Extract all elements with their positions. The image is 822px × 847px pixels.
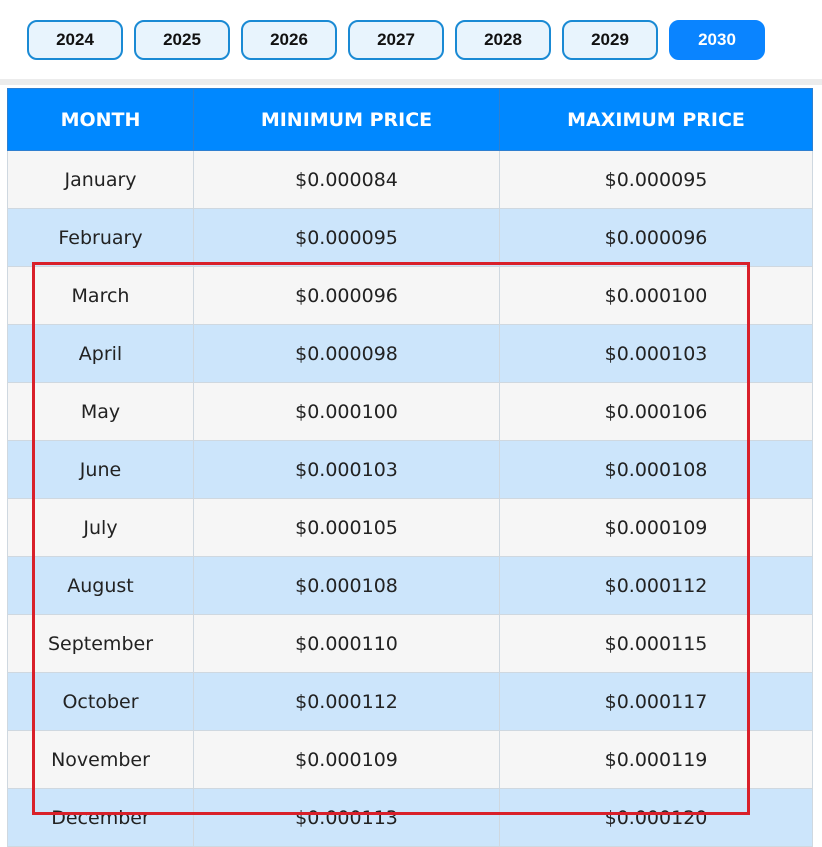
year-tab[interactable]: 2026 — [241, 20, 337, 60]
price-cell: $0.000100 — [499, 266, 813, 325]
header-row: MONTH MINIMUM PRICE MAXIMUM PRICE — [7, 88, 813, 151]
month-cell: June — [7, 440, 194, 499]
column-header: MAXIMUM PRICE — [499, 88, 813, 151]
month-cell: May — [7, 382, 194, 441]
price-cell: $0.000119 — [499, 730, 813, 789]
table-row: December $0.000113 $0.000120 — [7, 788, 813, 847]
price-cell: $0.000112 — [193, 672, 500, 731]
month-cell: January — [7, 150, 194, 209]
year-tab[interactable]: 2027 — [348, 20, 444, 60]
price-cell: $0.000098 — [193, 324, 500, 383]
price-cell: $0.000117 — [499, 672, 813, 731]
table-row: October $0.000112 $0.000117 — [7, 672, 813, 731]
year-tab[interactable]: 2029 — [562, 20, 658, 60]
price-cell: $0.000115 — [499, 614, 813, 673]
column-header: MINIMUM PRICE — [193, 88, 500, 151]
price-cell: $0.000084 — [193, 150, 500, 209]
table-row: January $0.000084 $0.000095 — [7, 150, 813, 209]
year-tab[interactable]: 2025 — [134, 20, 230, 60]
month-cell: April — [7, 324, 194, 383]
table-row: November $0.000109 $0.000119 — [7, 730, 813, 789]
price-cell: $0.000096 — [193, 266, 500, 325]
table-row: May $0.000100 $0.000106 — [7, 382, 813, 441]
month-cell: July — [7, 498, 194, 557]
table-row: July $0.000105 $0.000109 — [7, 498, 813, 557]
column-header: MONTH — [7, 88, 194, 151]
price-cell: $0.000105 — [193, 498, 500, 557]
price-cell: $0.000112 — [499, 556, 813, 615]
price-cell: $0.000110 — [193, 614, 500, 673]
separator — [0, 79, 822, 85]
table-row: April $0.000098 $0.000103 — [7, 324, 813, 383]
table-row: September $0.000110 $0.000115 — [7, 614, 813, 673]
year-tab[interactable]: 2030 — [669, 20, 765, 60]
price-cell: $0.000109 — [499, 498, 813, 557]
price-cell: $0.000103 — [193, 440, 500, 499]
year-tab[interactable]: 2024 — [27, 20, 123, 60]
price-cell: $0.000100 — [193, 382, 500, 441]
price-cell: $0.000106 — [499, 382, 813, 441]
table-row: June $0.000103 $0.000108 — [7, 440, 813, 499]
price-cell: $0.000109 — [193, 730, 500, 789]
price-cell: $0.000113 — [193, 788, 500, 847]
price-cell: $0.000108 — [499, 440, 813, 499]
month-cell: August — [7, 556, 194, 615]
price-cell: $0.000120 — [499, 788, 813, 847]
year-tab[interactable]: 2028 — [455, 20, 551, 60]
month-cell: September — [7, 614, 194, 673]
price-cell: $0.000103 — [499, 324, 813, 383]
price-cell: $0.000095 — [193, 208, 500, 267]
table-row: August $0.000108 $0.000112 — [7, 556, 813, 615]
month-cell: December — [7, 788, 194, 847]
table-row: February $0.000095 $0.000096 — [7, 208, 813, 267]
year-tabs: 2024 2025 2026 2027 2028 2029 2030 — [27, 20, 765, 60]
price-cell: $0.000095 — [499, 150, 813, 209]
month-cell: November — [7, 730, 194, 789]
price-table: MONTH MINIMUM PRICE MAXIMUM PRICE January $… — [7, 88, 813, 847]
month-cell: October — [7, 672, 194, 731]
month-cell: February — [7, 208, 194, 267]
table-row: March $0.000096 $0.000100 — [7, 266, 813, 325]
price-cell: $0.000096 — [499, 208, 813, 267]
price-cell: $0.000108 — [193, 556, 500, 615]
table-body: January $0.000084 $0.000095 February $0.0000… — [7, 150, 813, 847]
month-cell: March — [7, 266, 194, 325]
